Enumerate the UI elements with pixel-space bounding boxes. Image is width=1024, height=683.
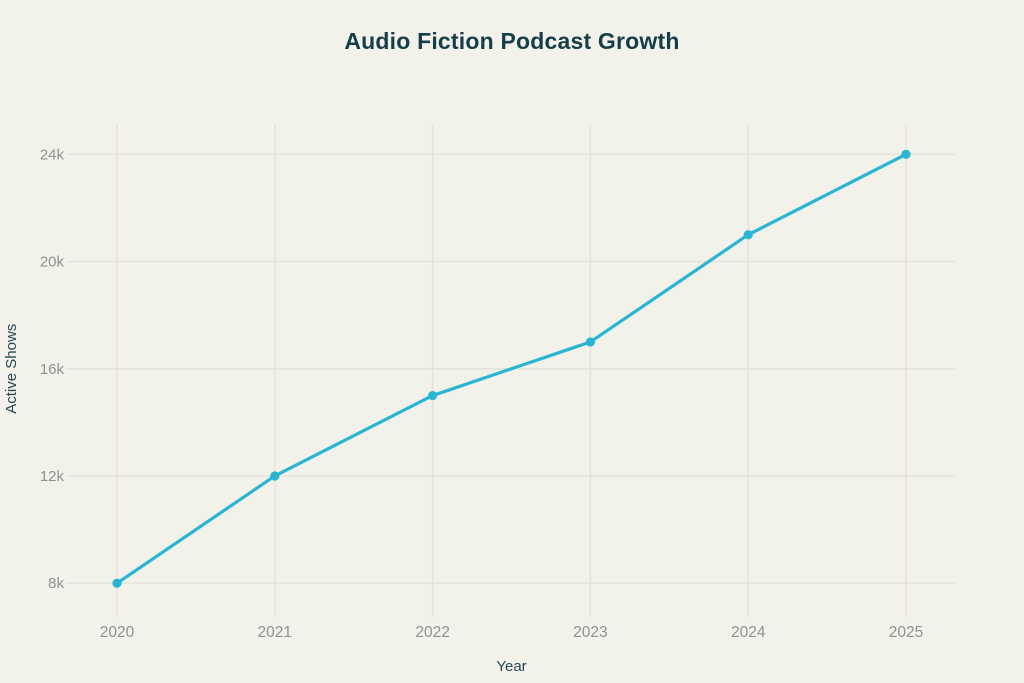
x-axis-title: Year bbox=[496, 658, 526, 675]
data-point-marker bbox=[585, 337, 596, 347]
y-tick-label: 16k bbox=[40, 361, 65, 378]
chart-title: Audio Fiction Podcast Growth bbox=[344, 28, 680, 54]
y-tick-label: 24k bbox=[40, 146, 65, 163]
data-point-marker bbox=[901, 149, 911, 159]
data-point-marker bbox=[112, 578, 122, 588]
x-tick-label: 2022 bbox=[415, 624, 449, 641]
data-point-marker bbox=[270, 471, 280, 481]
y-tick-label: 20k bbox=[40, 254, 65, 271]
x-tick-label: 2021 bbox=[258, 624, 292, 641]
x-tick-label: 2020 bbox=[100, 624, 135, 641]
y-tick-label: 12k bbox=[40, 468, 65, 485]
x-tick-label: 2023 bbox=[573, 624, 607, 641]
series-line bbox=[115, 152, 908, 585]
y-tick-label: 8k bbox=[48, 575, 64, 592]
data-point-marker bbox=[428, 390, 438, 401]
data-point-marker bbox=[743, 230, 753, 240]
y-axis-title: Active Shows bbox=[3, 324, 20, 414]
x-tick-label: 2025 bbox=[889, 624, 923, 641]
x-tick-label: 2024 bbox=[731, 624, 766, 641]
